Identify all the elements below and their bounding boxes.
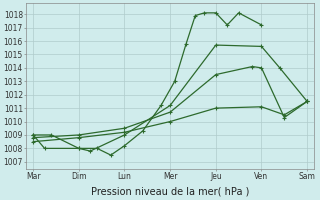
X-axis label: Pression niveau de la mer( hPa ): Pression niveau de la mer( hPa ) (91, 187, 249, 197)
